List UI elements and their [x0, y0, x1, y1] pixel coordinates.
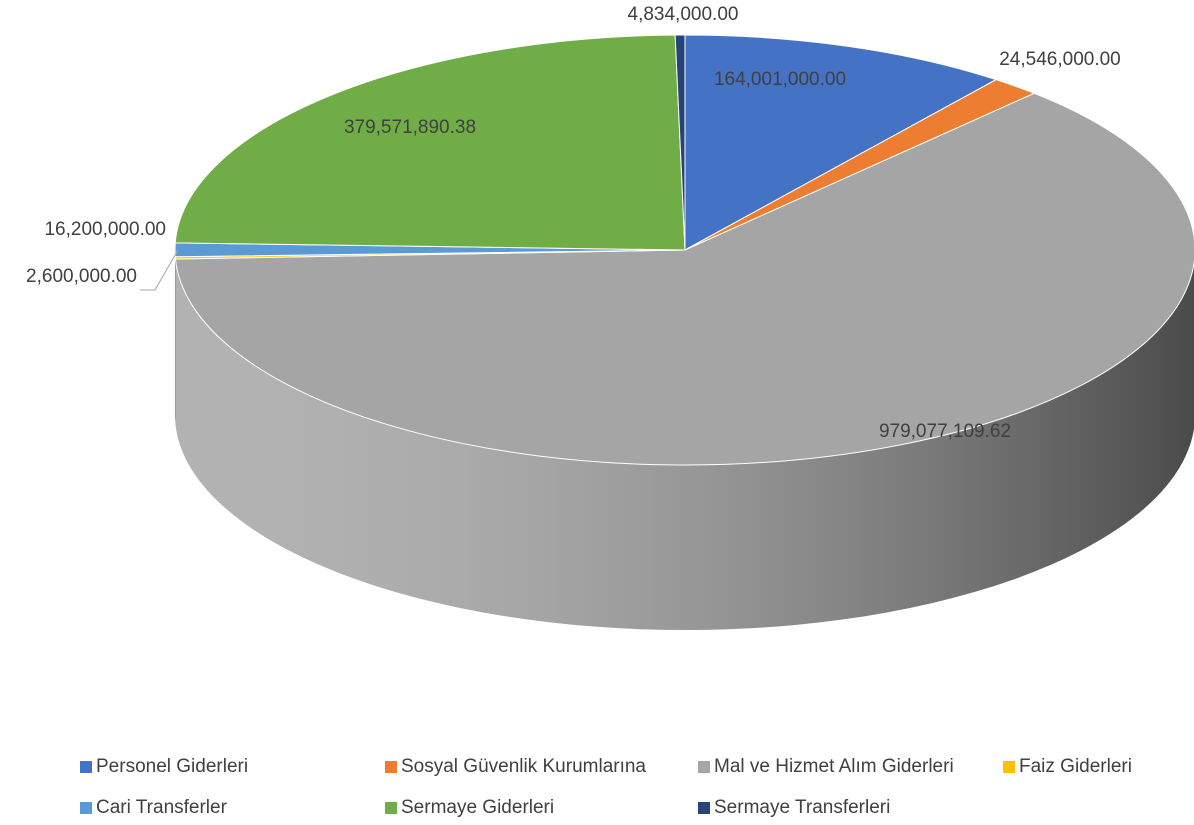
- slice: [684, 34, 998, 251]
- legend-swatch: [698, 802, 710, 814]
- legend-label: Sermaye Transferleri: [714, 797, 890, 818]
- legend-swatch: [385, 761, 397, 773]
- legend-swatch: [80, 802, 92, 814]
- legend-label: Cari Transferler: [96, 797, 228, 818]
- slice: [174, 92, 1194, 466]
- legend-swatch: [385, 802, 397, 814]
- slice: [674, 34, 686, 251]
- data-label: 979,077,109.62: [879, 421, 1011, 442]
- leader-line: [140, 249, 179, 291]
- legend-label: Sermaye Giderleri: [401, 797, 554, 818]
- legend-swatch: [80, 761, 92, 773]
- data-label: 4,834,000.00: [628, 4, 739, 25]
- legend-swatch: [1003, 761, 1015, 773]
- legend-label: Mal ve Hizmet Alım Giderleri: [714, 756, 954, 777]
- legend-label: Sosyal Güvenlik Kurumlarına: [401, 756, 646, 777]
- data-label: 24,546,000.00: [999, 49, 1121, 70]
- legend-label: Faiz Giderleri: [1019, 756, 1132, 777]
- data-label: 16,200,000.00: [44, 219, 166, 240]
- slice-side-shade: [175, 259, 1194, 630]
- data-label: 164,001,000.00: [714, 69, 846, 90]
- data-label: 2,600,000.00: [26, 266, 137, 287]
- legend-label: Personel Giderleri: [96, 756, 248, 777]
- data-label: 379,571,890.38: [344, 117, 476, 138]
- legend-swatch: [698, 761, 710, 773]
- slice: [174, 34, 686, 251]
